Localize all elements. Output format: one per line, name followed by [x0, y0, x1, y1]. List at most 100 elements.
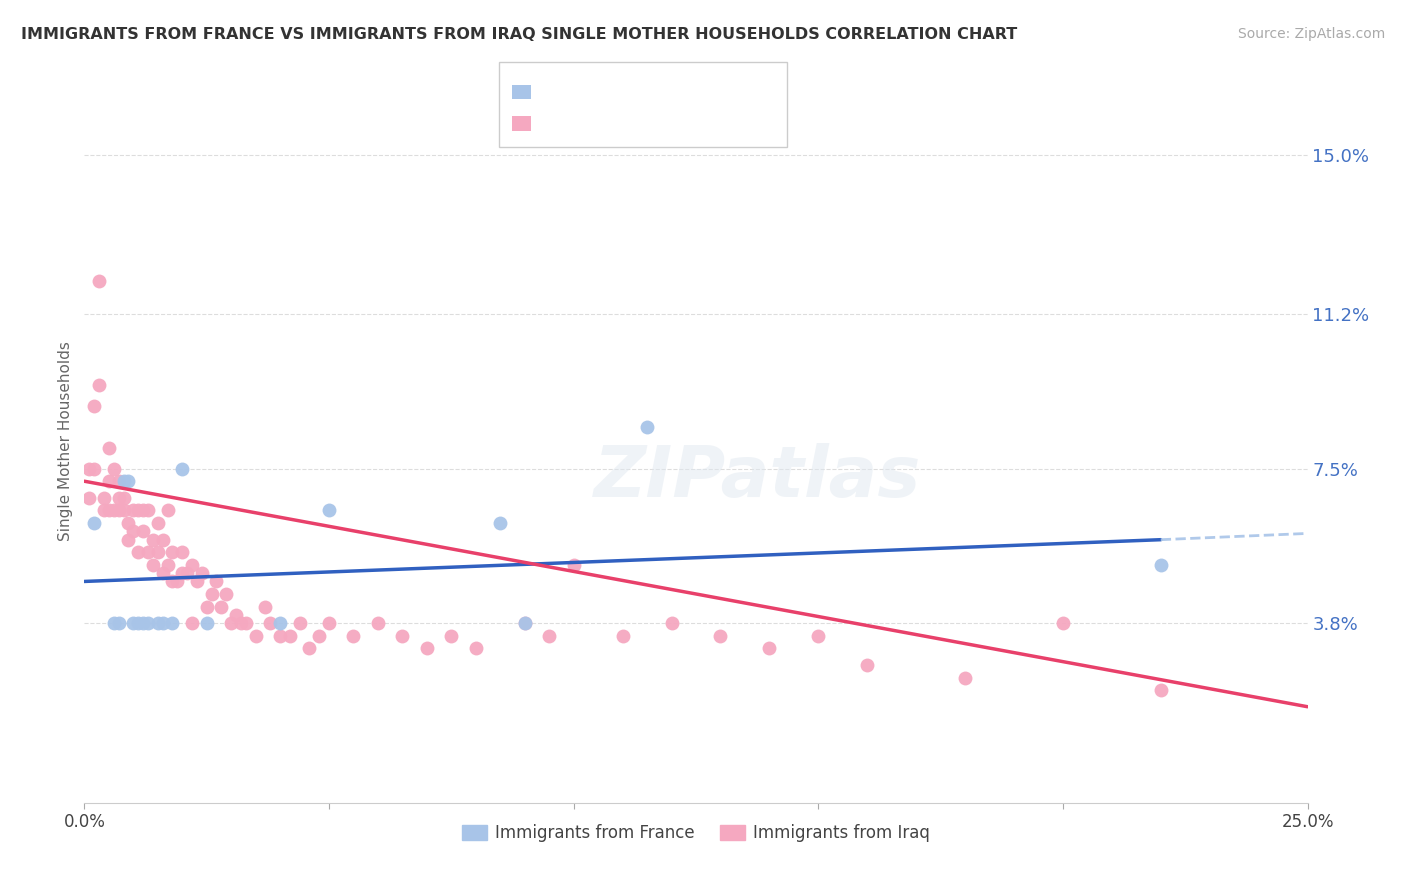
Text: 0.194: 0.194 [571, 83, 623, 101]
Point [1150, 558, 1173, 572]
Point [132, 616, 155, 631]
Point [107, 503, 129, 517]
Point [152, 566, 174, 580]
Point [83, 516, 105, 530]
Point [807, 629, 830, 643]
Point [152, 616, 174, 631]
Point [156, 558, 179, 572]
Point [122, 616, 145, 631]
Point [87, 274, 110, 288]
Point [132, 524, 155, 539]
Point [122, 503, 145, 517]
Point [195, 616, 218, 631]
Point [117, 533, 139, 547]
Point [464, 641, 486, 656]
Point [612, 629, 634, 643]
Point [107, 474, 129, 488]
Point [181, 558, 204, 572]
Point [229, 616, 252, 631]
Text: R =: R = [540, 114, 576, 132]
Point [308, 629, 330, 643]
Point [172, 461, 194, 475]
Point [269, 616, 291, 631]
Point [489, 516, 512, 530]
Point [122, 524, 145, 539]
Text: R =: R = [540, 83, 576, 101]
Point [195, 599, 218, 614]
Point [416, 641, 439, 656]
Point [87, 378, 110, 392]
Point [103, 503, 125, 517]
Point [162, 574, 184, 589]
Point [205, 574, 228, 589]
Point [127, 545, 149, 559]
Point [97, 503, 120, 517]
Point [112, 503, 135, 517]
Point [136, 545, 159, 559]
Point [186, 574, 208, 589]
Point [318, 616, 340, 631]
Point [342, 629, 364, 643]
Point [97, 474, 120, 488]
Point [117, 474, 139, 488]
Text: 82: 82 [654, 114, 676, 132]
Point [127, 616, 149, 631]
Point [191, 566, 214, 580]
Point [132, 503, 155, 517]
Point [142, 533, 165, 547]
Text: N =: N = [623, 114, 659, 132]
Point [245, 629, 267, 643]
Point [176, 566, 198, 580]
Point [661, 616, 683, 631]
Point [83, 461, 105, 475]
Point [166, 574, 188, 589]
Text: 20: 20 [654, 83, 676, 101]
Point [103, 616, 125, 631]
Point [259, 616, 281, 631]
Point [254, 599, 277, 614]
Point [146, 545, 169, 559]
Point [636, 420, 658, 434]
Point [146, 616, 169, 631]
Point [367, 616, 389, 631]
Point [107, 616, 129, 631]
Point [225, 607, 247, 622]
Legend: Immigrants from France, Immigrants from Iraq: Immigrants from France, Immigrants from … [456, 817, 936, 848]
Point [1052, 616, 1074, 631]
Point [278, 629, 301, 643]
Point [127, 503, 149, 517]
Point [136, 503, 159, 517]
Point [156, 503, 179, 517]
Point [235, 616, 257, 631]
Point [538, 629, 561, 643]
Point [856, 657, 879, 672]
Point [97, 441, 120, 455]
Point [181, 616, 204, 631]
Point [562, 558, 585, 572]
Point [219, 616, 242, 631]
Point [112, 491, 135, 505]
Point [107, 491, 129, 505]
Point [513, 616, 536, 631]
Point [440, 629, 463, 643]
Point [152, 533, 174, 547]
Point [288, 616, 311, 631]
Point [1150, 683, 1173, 698]
Point [172, 545, 194, 559]
Text: -0.334: -0.334 [571, 114, 630, 132]
Point [83, 399, 105, 413]
Point [93, 491, 115, 505]
Point [162, 616, 184, 631]
Point [215, 587, 238, 601]
Point [953, 671, 976, 685]
Point [142, 558, 165, 572]
Point [77, 491, 100, 505]
Text: IMMIGRANTS FROM FRANCE VS IMMIGRANTS FROM IRAQ SINGLE MOTHER HOUSEHOLDS CORRELAT: IMMIGRANTS FROM FRANCE VS IMMIGRANTS FRO… [21, 27, 1018, 42]
Point [269, 629, 291, 643]
Text: Source: ZipAtlas.com: Source: ZipAtlas.com [1237, 27, 1385, 41]
Point [117, 516, 139, 530]
Point [93, 503, 115, 517]
Text: N =: N = [623, 83, 659, 101]
Point [209, 599, 232, 614]
Point [136, 616, 159, 631]
